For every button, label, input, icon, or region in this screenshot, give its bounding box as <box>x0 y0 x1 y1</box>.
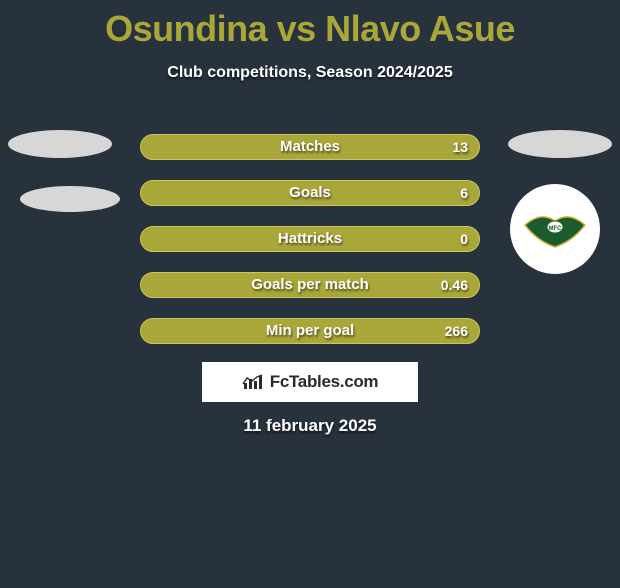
bar-track <box>140 272 480 298</box>
bar-track <box>140 318 480 344</box>
page-title: Osundina vs Nlavo Asue <box>0 8 620 50</box>
bar-row: Goals per match 0.46 <box>140 272 480 298</box>
bar-track <box>140 226 480 252</box>
player1-club-placeholder <box>20 186 120 212</box>
bar-row: Goals 6 <box>140 180 480 206</box>
player2-name: Nlavo Asue <box>325 8 515 49</box>
brand-link[interactable]: FcTables.com <box>202 362 418 402</box>
date-text: 11 february 2025 <box>0 416 620 436</box>
vs-separator: vs <box>277 8 316 49</box>
bar-track <box>140 180 480 206</box>
subtitle: Club competitions, Season 2024/2025 <box>0 64 620 82</box>
bar-row: Hattricks 0 <box>140 226 480 252</box>
moreirense-crest-icon: MFC <box>523 207 587 251</box>
bar-row: Min per goal 266 <box>140 318 480 344</box>
bar-track <box>140 134 480 160</box>
bar-chart-icon <box>242 373 264 391</box>
brand-text: FcTables.com <box>270 372 379 392</box>
svg-text:MFC: MFC <box>549 226 563 232</box>
bar-row: Matches 13 <box>140 134 480 160</box>
player2-club-logo: MFC <box>510 184 600 274</box>
player2-photo-placeholder <box>508 130 612 158</box>
player1-name: Osundina <box>105 8 267 49</box>
player1-photo-placeholder <box>8 130 112 158</box>
stats-bars: Matches 13 Goals 6 Hattricks 0 Goals per… <box>140 134 480 364</box>
